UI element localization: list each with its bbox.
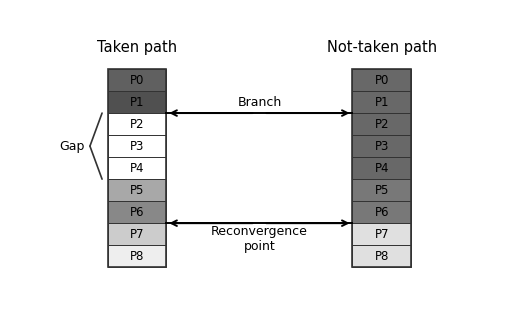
Bar — [108, 91, 167, 113]
Text: Branch: Branch — [238, 96, 281, 109]
Text: P2: P2 — [375, 118, 389, 131]
Text: P6: P6 — [130, 206, 144, 219]
Bar — [352, 245, 411, 267]
Text: P1: P1 — [375, 96, 389, 109]
Text: Gap: Gap — [60, 140, 85, 153]
Text: P3: P3 — [130, 140, 144, 153]
Text: P1: P1 — [130, 96, 144, 109]
Bar — [108, 69, 167, 91]
Bar — [108, 179, 167, 201]
Text: Reconvergence
point: Reconvergence point — [211, 225, 308, 253]
Text: P7: P7 — [130, 228, 144, 241]
Text: Not-taken path: Not-taken path — [327, 40, 437, 55]
Text: P4: P4 — [375, 162, 389, 175]
Bar — [108, 157, 167, 179]
Text: P5: P5 — [375, 184, 389, 197]
Bar — [108, 223, 167, 245]
Text: P4: P4 — [130, 162, 144, 175]
Bar — [352, 113, 411, 135]
Bar — [352, 135, 411, 157]
Bar — [352, 179, 411, 201]
Bar — [352, 157, 411, 179]
Text: Taken path: Taken path — [97, 40, 177, 55]
Bar — [108, 245, 167, 267]
Text: P0: P0 — [130, 73, 144, 86]
Text: P7: P7 — [375, 228, 389, 241]
Bar — [108, 113, 167, 135]
Bar — [108, 135, 167, 157]
Bar — [352, 91, 411, 113]
Bar — [352, 223, 411, 245]
Bar — [108, 201, 167, 223]
Bar — [352, 69, 411, 91]
Text: P8: P8 — [375, 250, 389, 263]
Text: P6: P6 — [375, 206, 389, 219]
Text: P8: P8 — [130, 250, 144, 263]
Bar — [352, 69, 411, 267]
Bar — [108, 69, 167, 267]
Text: P5: P5 — [130, 184, 144, 197]
Bar — [352, 201, 411, 223]
Text: P2: P2 — [130, 118, 144, 131]
Text: P3: P3 — [375, 140, 389, 153]
Text: P0: P0 — [375, 73, 389, 86]
